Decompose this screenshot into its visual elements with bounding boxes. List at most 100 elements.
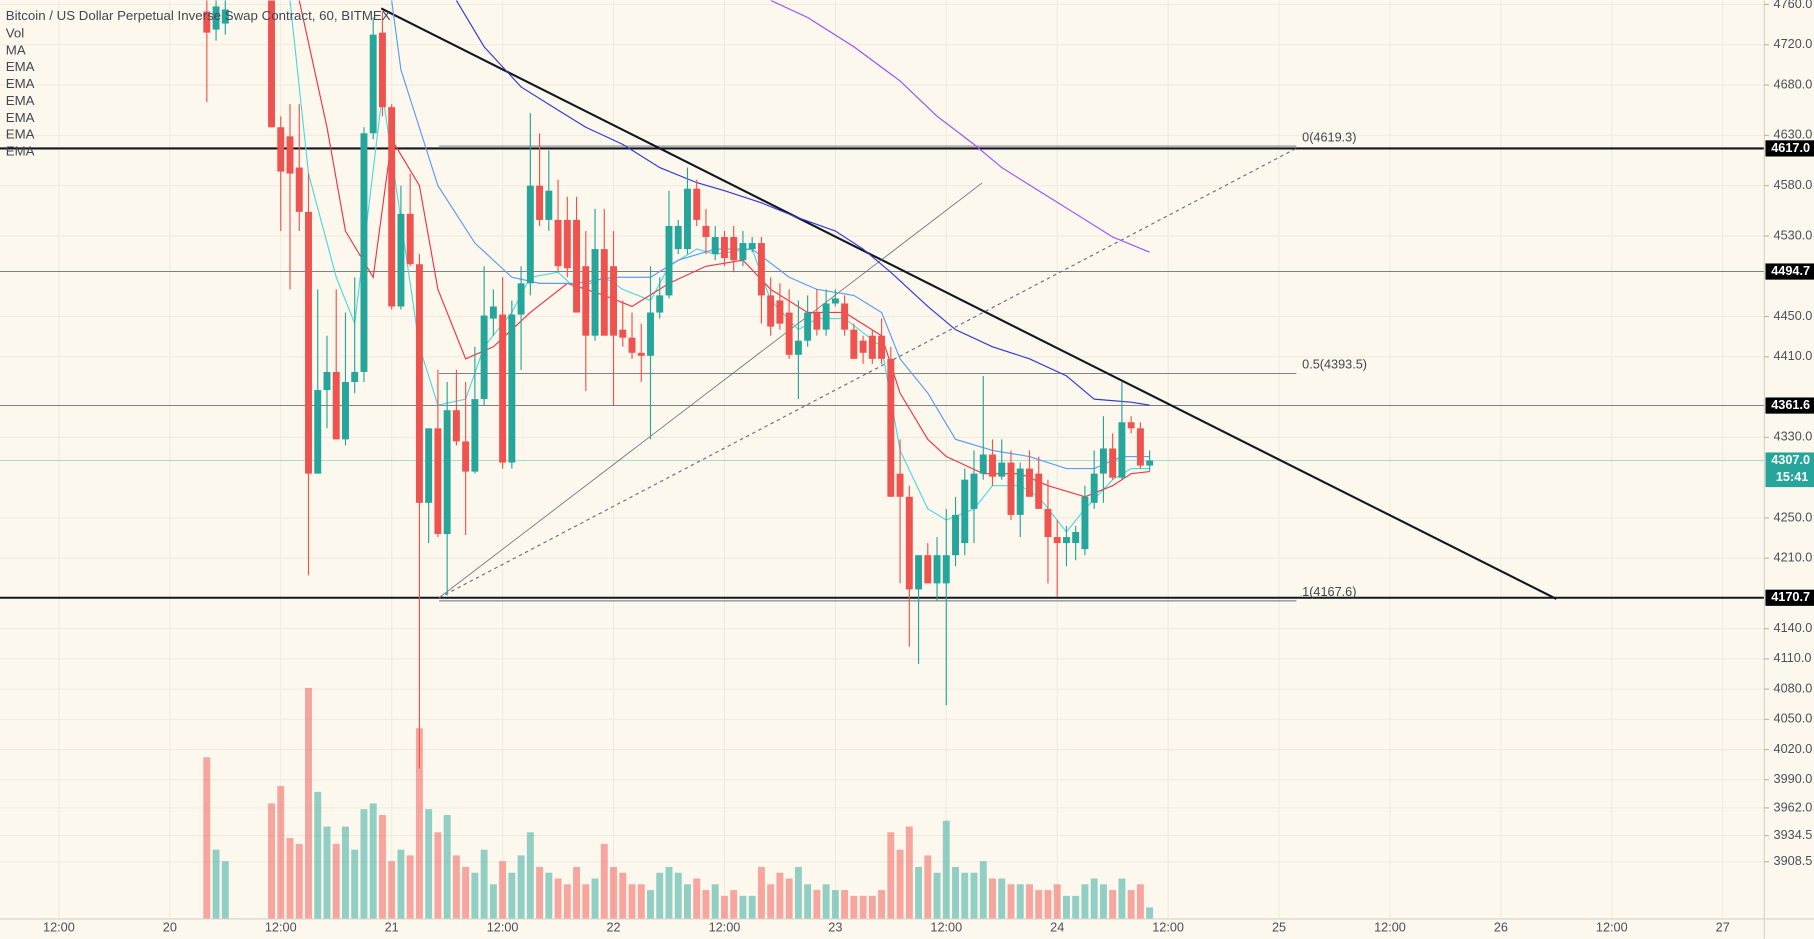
candle-body <box>360 133 368 372</box>
volume-bar <box>554 878 562 919</box>
volume-bar <box>1109 890 1117 919</box>
volume-bar <box>711 884 719 919</box>
y-tick-label: 4760.0 <box>1774 0 1813 11</box>
candle-body <box>748 243 756 250</box>
volume-bar <box>693 878 701 919</box>
candle-body <box>656 295 664 313</box>
volume-bar <box>489 884 497 919</box>
candle-body <box>221 9 229 24</box>
volume-bar <box>360 809 368 919</box>
fib-label: 1(4167.6) <box>1302 585 1356 599</box>
legend: Bitcoin / US Dollar Perpetual Inverse Sw… <box>6 8 391 158</box>
candle-body <box>508 314 516 463</box>
x-tick-label: 12:00 <box>265 921 297 935</box>
volume-bar <box>1146 907 1154 919</box>
volume-bar <box>434 832 442 919</box>
volume-bar <box>536 866 544 919</box>
candle-body <box>443 410 451 535</box>
volume-bar <box>388 861 396 919</box>
x-tick-label: 23 <box>828 921 842 935</box>
candle-body <box>378 32 386 108</box>
candle-body <box>610 266 617 336</box>
candle-body <box>619 329 627 338</box>
y-tick-label: 4110.0 <box>1774 651 1812 665</box>
candle-body <box>314 390 322 474</box>
candle-body <box>1099 448 1107 474</box>
candle-body <box>351 371 359 383</box>
candle-body <box>998 462 1006 477</box>
volume-bar <box>647 890 654 919</box>
volume-pane <box>203 687 1154 919</box>
level-tag <box>1765 263 1814 280</box>
level-label: 4494.7 <box>1771 264 1810 278</box>
candle-body <box>268 0 275 128</box>
candle-body <box>545 190 553 220</box>
candle-body <box>1090 473 1098 503</box>
candle-body <box>554 219 562 267</box>
volume-bar <box>757 866 765 919</box>
volume-bar <box>850 895 858 919</box>
volume-bar <box>952 866 959 919</box>
y-tick-label: 4020.0 <box>1774 742 1813 756</box>
volume-bar <box>887 832 895 919</box>
candle-body <box>1109 448 1117 478</box>
candle-body <box>1136 428 1144 466</box>
candle-body <box>332 371 340 440</box>
volume-bar <box>637 884 645 919</box>
volume-bar <box>203 757 211 919</box>
volume-bar <box>1127 890 1135 919</box>
x-tick-label: 27 <box>1716 921 1730 935</box>
level-tag <box>1765 589 1814 606</box>
candle-body <box>582 266 590 336</box>
volume-bar <box>665 866 673 919</box>
level-label: 4361.6 <box>1771 398 1810 412</box>
candle-body <box>203 11 211 33</box>
volume-bar <box>462 866 470 919</box>
x-tick-label: 12:00 <box>1152 921 1184 935</box>
ema-line <box>770 0 1150 253</box>
candle-body <box>915 555 923 590</box>
candle-body <box>591 249 599 336</box>
candle-body <box>1053 537 1061 544</box>
candle-body <box>859 340 867 353</box>
candle-body <box>489 306 497 319</box>
volume-bar <box>415 728 423 919</box>
fib-label: 0.5(4393.5) <box>1302 358 1367 372</box>
ema-line <box>455 0 1150 406</box>
x-tick-label: 12:00 <box>43 921 75 935</box>
candle-body <box>1035 473 1043 509</box>
y-tick-label: 3908.5 <box>1774 854 1813 868</box>
y-tick-label: 4330.0 <box>1774 430 1813 444</box>
candle-body <box>628 337 636 353</box>
candle-body <box>305 211 312 474</box>
candle-body <box>942 555 950 584</box>
y-tick-label: 3990.0 <box>1774 772 1813 786</box>
volume-bar <box>748 895 756 919</box>
indicator-label: EMA <box>6 59 35 74</box>
volume-bar <box>878 890 886 919</box>
volume-bar <box>794 866 802 919</box>
axes: 12:00 20 12:00 21 12:00 22 12:00 23 12:00 24 12:00… <box>43 0 1812 935</box>
volume-bar <box>674 872 682 919</box>
volume-bar <box>425 809 433 919</box>
volume-bar <box>268 803 275 919</box>
candle-body <box>415 264 423 503</box>
volume-bar <box>1081 884 1089 919</box>
volume-bar <box>628 884 636 919</box>
candle-body <box>785 312 793 355</box>
volume-bar <box>1062 895 1070 919</box>
volume-bar <box>1053 884 1061 919</box>
candle-body <box>711 237 719 255</box>
volume-bar <box>573 866 581 919</box>
indicator-label: EMA <box>6 144 35 159</box>
volume-bar <box>591 878 599 919</box>
candles <box>203 0 1154 769</box>
level-tag <box>1765 397 1814 414</box>
candle-body <box>878 335 886 359</box>
candle-body <box>1127 422 1135 429</box>
x-tick-label: 12:00 <box>930 921 962 935</box>
y-tick-label: 4530.0 <box>1774 228 1813 242</box>
y-tick-label: 4680.0 <box>1774 77 1813 91</box>
volume-bar <box>804 884 812 919</box>
